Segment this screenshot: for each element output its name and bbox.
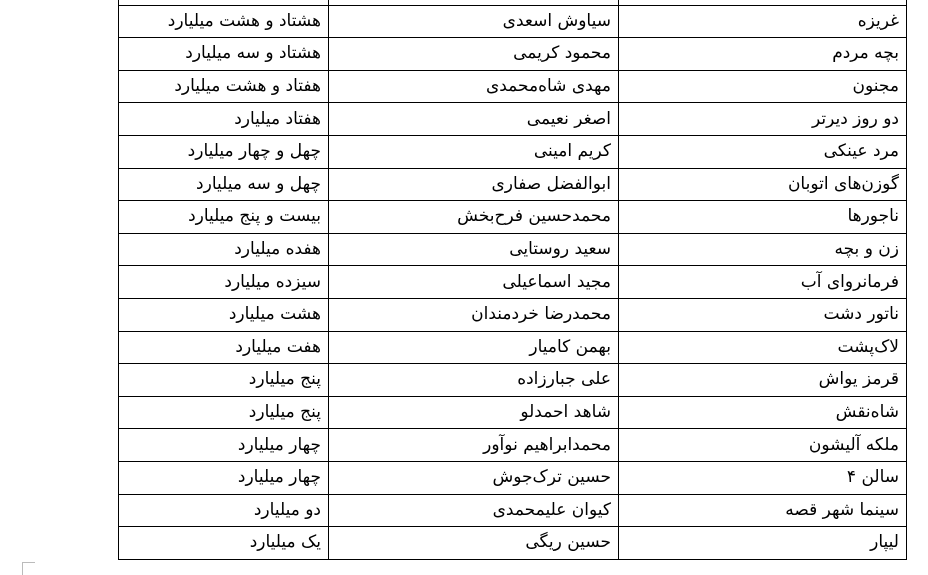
table-row: قرمز یواش علی جبارزاده پنج میلیارد — [118, 363, 907, 397]
box-office-cell: هشتاد و سه میلیارد — [118, 37, 329, 71]
director-cell: بهمن کامیار — [328, 330, 619, 365]
director-cell: شاهد احمدلو — [328, 395, 619, 430]
box-office-cell: چهار میلیارد — [118, 460, 329, 495]
director-cell: مجید اسماعیلی — [328, 265, 619, 299]
director-cell: محمدحسین فرح‌بخش — [328, 200, 619, 234]
film-title-cell: لاک‌پشت — [618, 330, 907, 365]
box-office-cell: چهار میلیارد — [118, 428, 329, 462]
box-office-cell: هفده میلیارد — [118, 232, 329, 267]
director-cell: سعید روستایی — [328, 232, 619, 267]
table-row: سینما شهر قصه کیوان علیمحمدی دو میلیارد — [118, 493, 907, 528]
box-office-cell: هشت میلیارد — [118, 297, 329, 332]
film-title-cell: دو روز دیرتر — [618, 102, 907, 136]
film-title-cell: غریزه — [618, 4, 907, 39]
director-cell: اصغر نعیمی — [328, 102, 619, 136]
table-row: فرمانروای آب مجید اسماعیلی سیزده میلیارد — [118, 265, 907, 299]
box-office-cell: هفتاد میلیارد — [118, 102, 329, 136]
film-title-cell: ناجورها — [618, 200, 907, 234]
film-title-cell: بچه مردم — [618, 37, 907, 71]
table-row: سالن ۴ حسین ترک‌جوش چهار میلیارد — [118, 460, 907, 495]
table-row: بچه مردم محمود کریمی هشتاد و سه میلیارد — [118, 37, 907, 71]
director-cell: کیوان علیمحمدی — [328, 493, 619, 528]
box-office-cell: پنج میلیارد — [118, 395, 329, 430]
film-title-cell: سینما شهر قصه — [618, 493, 907, 528]
director-cell: سیاوش اسعدی — [328, 4, 619, 39]
table-row: گوزن‌های اتوبان ابوالفضل صفاری چهل و سه می… — [118, 167, 907, 202]
table-row: ناتور دشت محمدرضا خردمندان هشت میلیارد — [118, 297, 907, 332]
table-row: شاه‌نقش شاهد احمدلو پنج میلیارد — [118, 395, 907, 430]
page-corner-marker — [22, 562, 35, 575]
director-cell: حسین ترک‌جوش — [328, 460, 619, 495]
box-office-cell: سیزده میلیارد — [118, 265, 329, 299]
film-title-cell: مجنون — [618, 69, 907, 104]
table-row: ناجورها محمدحسین فرح‌بخش بیست و پنج میلیار… — [118, 200, 907, 234]
box-office-cell: هفتاد و هشت میلیارد — [118, 69, 329, 104]
director-cell: حسین ریگی — [328, 526, 619, 560]
film-title-cell: قرمز یواش — [618, 363, 907, 397]
box-office-cell: بیست و پنج میلیارد — [118, 200, 329, 234]
director-cell: محمدرضا خردمندان — [328, 297, 619, 332]
box-office-cell: یک میلیارد — [118, 526, 329, 560]
director-cell: محمود کریمی — [328, 37, 619, 71]
director-cell: کریم امینی — [328, 134, 619, 169]
box-office-cell: چهل و چهار میلیارد — [118, 134, 329, 169]
film-title-cell: شاه‌نقش — [618, 395, 907, 430]
film-title-cell: ناتور دشت — [618, 297, 907, 332]
box-office-cell: چهل و سه میلیارد — [118, 167, 329, 202]
film-title-cell: گوزن‌های اتوبان — [618, 167, 907, 202]
film-title-cell: مرد عینکی — [618, 134, 907, 169]
table-row: لیپار حسین ریگی یک میلیارد — [118, 526, 907, 560]
films-table: غریزه سیاوش اسعدی هشتاد و هشت میلیارد بچه م… — [118, 0, 907, 560]
table-row: ملکه آلیشون محمدابراهیم نوآور چهار میلیارد — [118, 428, 907, 462]
table-body: غریزه سیاوش اسعدی هشتاد و هشت میلیارد بچه م… — [118, 0, 907, 560]
box-office-cell: پنج میلیارد — [118, 363, 329, 397]
table-row: دو روز دیرتر اصغر نعیمی هفتاد میلیارد — [118, 102, 907, 136]
table-row: زن و بچه سعید روستایی هفده میلیارد — [118, 232, 907, 267]
film-title-cell: ملکه آلیشون — [618, 428, 907, 462]
director-cell: مهدی شاه‌محمدی — [328, 69, 619, 104]
director-cell: ابوالفضل صفاری — [328, 167, 619, 202]
box-office-cell: دو میلیارد — [118, 493, 329, 528]
box-office-cell: هشتاد و هشت میلیارد — [118, 4, 329, 39]
table-row: مرد عینکی کریم امینی چهل و چهار میلیارد — [118, 134, 907, 169]
film-title-cell: زن و بچه — [618, 232, 907, 267]
box-office-cell: هفت میلیارد — [118, 330, 329, 365]
table-row: مجنون مهدی شاه‌محمدی هفتاد و هشت میلیارد — [118, 69, 907, 104]
director-cell: علی جبارزاده — [328, 363, 619, 397]
table-row: غریزه سیاوش اسعدی هشتاد و هشت میلیارد — [118, 4, 907, 39]
table-row: لاک‌پشت بهمن کامیار هفت میلیارد — [118, 330, 907, 365]
film-title-cell: سالن ۴ — [618, 460, 907, 495]
director-cell: محمدابراهیم نوآور — [328, 428, 619, 462]
film-title-cell: لیپار — [618, 526, 907, 560]
film-title-cell: فرمانروای آب — [618, 265, 907, 299]
